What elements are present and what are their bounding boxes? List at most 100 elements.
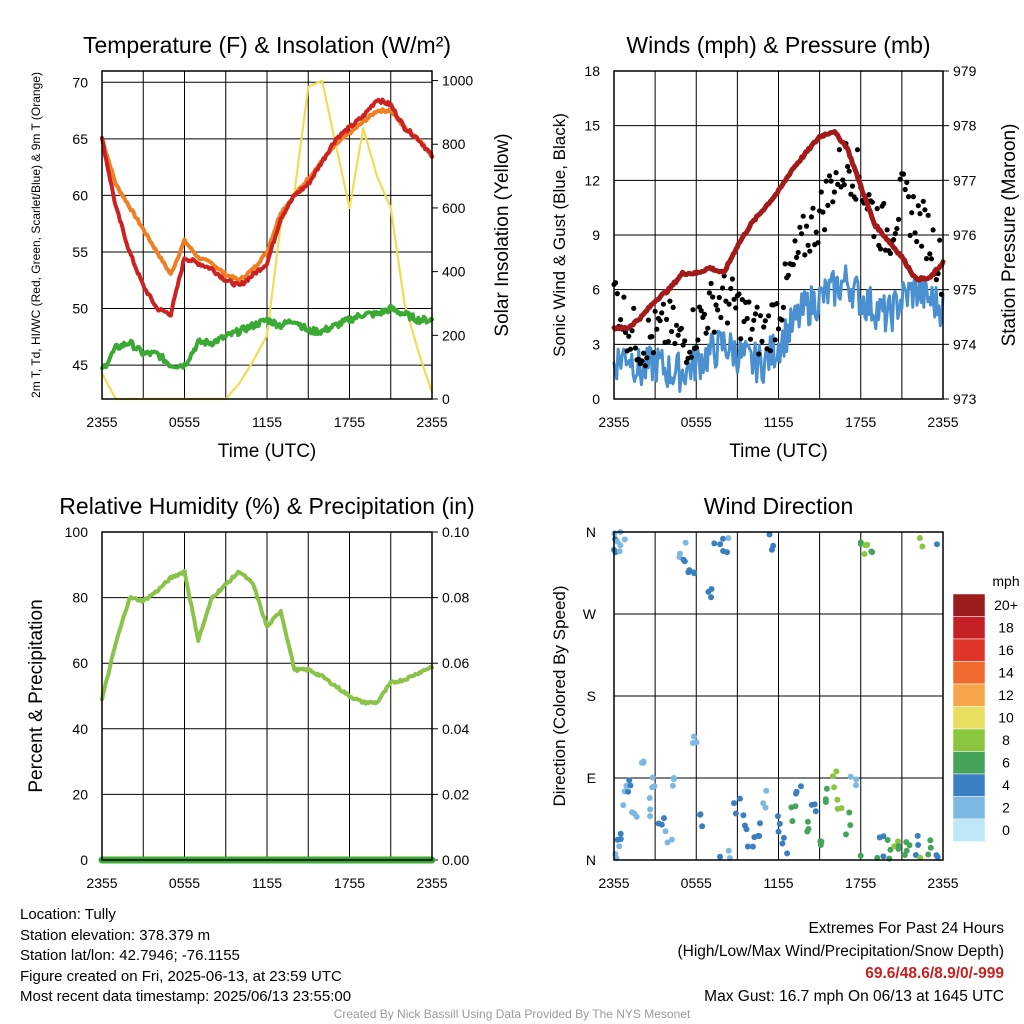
y-tick-label: 50 bbox=[72, 301, 88, 317]
series-line-2m-t bbox=[100, 97, 434, 318]
gust-point bbox=[618, 317, 624, 323]
direction-point bbox=[846, 809, 853, 816]
series-line-td bbox=[100, 303, 434, 371]
direction-point bbox=[780, 834, 787, 841]
y-tick-label: 0 bbox=[592, 391, 600, 407]
station-info: Location: Tully Station elevation: 378.3… bbox=[20, 905, 351, 1008]
direction-point bbox=[762, 804, 769, 811]
gust-point bbox=[761, 324, 767, 330]
gust-point bbox=[746, 299, 752, 305]
y-tick-label: 12 bbox=[584, 172, 600, 188]
gust-point bbox=[665, 339, 671, 345]
direction-point bbox=[829, 773, 836, 780]
direction-point bbox=[916, 535, 923, 541]
gust-point bbox=[830, 199, 836, 205]
y2-axis-label: Station Pressure (Maroon) bbox=[999, 124, 1020, 347]
gust-point bbox=[775, 326, 782, 332]
y-tick-label: 55 bbox=[72, 244, 88, 260]
direction-point bbox=[625, 788, 632, 795]
y2-tick-label: 600 bbox=[442, 200, 466, 216]
direction-point bbox=[757, 820, 763, 827]
y2-tick-label: 979 bbox=[953, 63, 977, 79]
gust-point bbox=[766, 313, 772, 319]
gust-point bbox=[937, 237, 943, 243]
direction-point bbox=[743, 826, 750, 833]
direction-point bbox=[869, 549, 876, 556]
y2-tick-label: 0.04 bbox=[442, 721, 469, 737]
direction-point bbox=[717, 541, 724, 548]
gust-point bbox=[629, 328, 635, 334]
x-tick-label: 2355 bbox=[86, 875, 117, 891]
gust-point bbox=[904, 179, 910, 185]
direction-point bbox=[725, 535, 732, 542]
direction-point bbox=[731, 800, 737, 807]
y-tick-label: 70 bbox=[72, 74, 88, 90]
gust-point bbox=[922, 207, 928, 213]
station-location: Location: Tully bbox=[20, 906, 116, 923]
gust-point bbox=[631, 305, 637, 311]
extremes-subtitle: (High/Low/Max Wind/Precipitation/Snow De… bbox=[677, 942, 1005, 960]
extremes-title: Extremes For Past 24 Hours bbox=[808, 920, 1004, 937]
direction-point bbox=[699, 823, 706, 830]
gust-point bbox=[794, 254, 800, 260]
direction-point bbox=[763, 787, 770, 794]
gust-point bbox=[675, 332, 681, 338]
gust-point bbox=[917, 211, 923, 217]
y2-tick-label: 1000 bbox=[442, 73, 473, 89]
colorbar-label: 2 bbox=[1002, 800, 1010, 816]
gust-point bbox=[672, 340, 678, 347]
x-tick-label: 1155 bbox=[252, 875, 282, 891]
direction-point bbox=[793, 788, 800, 795]
direction-point bbox=[788, 804, 795, 811]
y-axis-label: Percent & Precipitation bbox=[26, 599, 47, 792]
direction-point bbox=[823, 785, 830, 792]
colorbar-swatch bbox=[952, 728, 986, 752]
direction-point bbox=[779, 840, 786, 847]
direction-point bbox=[834, 796, 841, 803]
gust-point bbox=[808, 214, 815, 220]
plot-frame bbox=[101, 70, 433, 400]
gust-point bbox=[910, 194, 917, 200]
gust-point bbox=[708, 280, 714, 287]
direction-point bbox=[668, 836, 675, 843]
x-tick-label: 0555 bbox=[681, 875, 712, 891]
gust-point bbox=[780, 304, 787, 310]
gust-point bbox=[759, 338, 765, 344]
x-tick-label: 1755 bbox=[845, 875, 876, 891]
x-tick-label: 1755 bbox=[334, 875, 365, 891]
gust-point bbox=[887, 250, 894, 256]
gust-point bbox=[703, 330, 709, 336]
gust-point bbox=[877, 246, 884, 252]
direction-point bbox=[906, 842, 913, 849]
gust-point bbox=[659, 310, 665, 316]
direction-point bbox=[717, 853, 723, 860]
direction-point bbox=[831, 784, 838, 791]
gust-point bbox=[923, 256, 930, 262]
station-elevation: Station elevation: 378.379 m bbox=[20, 926, 211, 944]
chart-title: Wind Direction bbox=[704, 493, 854, 519]
gust-point bbox=[752, 311, 759, 317]
colorbar-label: 20+ bbox=[994, 597, 1018, 613]
gust-point bbox=[728, 285, 734, 292]
direction-point bbox=[903, 847, 910, 854]
gust-point bbox=[841, 182, 847, 188]
direction-point bbox=[686, 567, 693, 574]
direction-point bbox=[620, 802, 627, 809]
gust-point bbox=[795, 249, 801, 256]
direction-point bbox=[822, 796, 829, 803]
gust-point bbox=[800, 213, 806, 219]
gust-point bbox=[701, 311, 708, 317]
gust-point bbox=[902, 186, 908, 193]
gust-point bbox=[905, 194, 912, 200]
direction-point bbox=[640, 759, 647, 766]
gust-point bbox=[774, 301, 780, 307]
gust-point bbox=[673, 322, 680, 328]
max-gust: Max Gust: 16.7 mph On 06/13 at 1645 UTC bbox=[704, 987, 1004, 1005]
y-tick-label: 18 bbox=[584, 63, 600, 79]
direction-point bbox=[915, 842, 922, 848]
colorbar-label: 18 bbox=[998, 620, 1014, 636]
gust-point bbox=[928, 256, 935, 262]
gust-point bbox=[718, 314, 724, 321]
series-line-station-pressure bbox=[611, 129, 946, 332]
gust-point bbox=[711, 329, 717, 335]
